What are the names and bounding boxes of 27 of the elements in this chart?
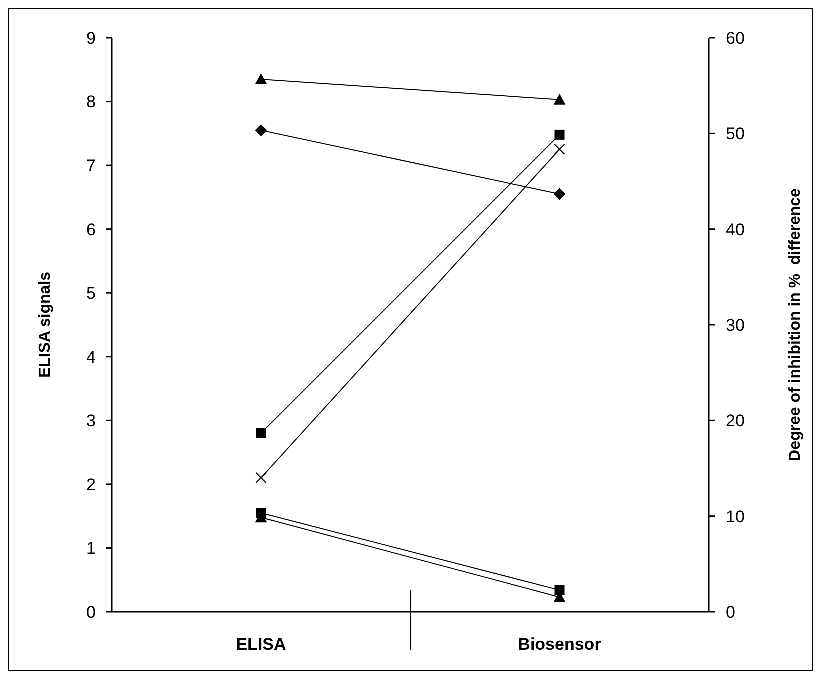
y-tick-label: 8 bbox=[86, 92, 96, 112]
y-tick-label: 6 bbox=[86, 220, 96, 240]
x-tick-label: Biosensor bbox=[518, 635, 602, 654]
y-tick-label: 4 bbox=[86, 348, 96, 367]
y-tick-label: 9 bbox=[86, 28, 96, 48]
y-tick-label: 1 bbox=[86, 539, 96, 558]
y-tick-label: 2 bbox=[86, 475, 96, 494]
y-tick-label: 0 bbox=[86, 602, 96, 622]
point bbox=[256, 428, 266, 438]
x-tick-label: ELISA bbox=[236, 635, 286, 654]
y-tick-label: 7 bbox=[86, 156, 96, 176]
y-axis-title: ELISA signals bbox=[37, 272, 54, 378]
point bbox=[554, 130, 565, 140]
point bbox=[256, 472, 267, 484]
y-tick-label: 5 bbox=[86, 284, 96, 304]
point bbox=[554, 144, 566, 156]
point bbox=[554, 188, 566, 200]
y2-tick-label: 50 bbox=[726, 124, 745, 144]
y2-tick-label: 30 bbox=[726, 316, 745, 335]
y2-tick-label: 10 bbox=[726, 507, 745, 526]
y2-tick-label: 0 bbox=[726, 602, 736, 622]
y2-tick-label: 40 bbox=[726, 220, 745, 240]
y2-tick-label: 60 bbox=[726, 28, 745, 48]
y2-tick-label: 20 bbox=[726, 412, 745, 431]
y-tick-label: 3 bbox=[86, 412, 96, 431]
y2-axis-title: Degree of inhibition in % difference bbox=[787, 188, 804, 462]
point bbox=[255, 124, 268, 136]
